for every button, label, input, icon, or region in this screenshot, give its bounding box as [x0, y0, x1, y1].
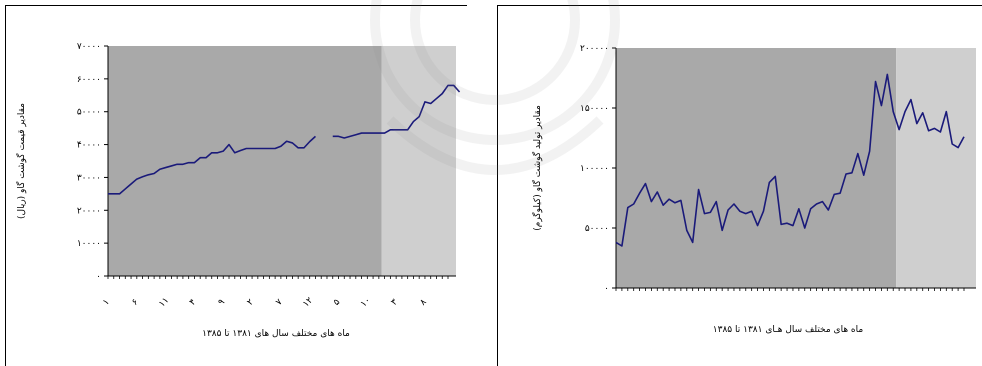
plot-shaded-region: [616, 48, 897, 288]
y-tick-label: ۱۵۰۰۰۰: [580, 104, 609, 114]
x-tick-label: ۷: [274, 297, 285, 308]
left-chart-panel: ۰ ۱۰۰۰۰ ۲۰۰۰۰ ۳۰۰۰۰ ۴۰۰۰۰ ۵۰۰۰۰ ۶۰۰۰۰ ۷۰۰۰۰ ۱ ۶ ۱۱…: [5, 5, 467, 366]
x-tick-label: ۴: [188, 297, 199, 308]
x-tick-label: ۳: [389, 297, 400, 308]
y-tick-label: ۰: [604, 284, 609, 294]
y-tick-label: ۵۰۰۰۰: [585, 224, 609, 234]
x-tick-label: ۶: [130, 297, 141, 308]
y-tick-label: ۳۰۰۰۰: [77, 173, 101, 183]
y-tick-label: ۶۰۰۰۰: [77, 75, 101, 85]
x-tick-label: ۲: [245, 297, 256, 308]
price-line-chart: ۰ ۱۰۰۰۰ ۲۰۰۰۰ ۳۰۰۰۰ ۴۰۰۰۰ ۵۰۰۰۰ ۶۰۰۰۰ ۷۰۰۰۰ ۱ ۶ ۱۱…: [15, 42, 461, 339]
plot-shaded-region: [108, 46, 382, 276]
plot-shaded-region: [896, 48, 976, 288]
x-axis-title: ماه های مختلف سال های ۱۳۸۱ تا ۱۳۸۵: [202, 329, 350, 339]
y-tick-label: ۰: [96, 272, 101, 282]
y-tick-label: ۱۰۰۰۰: [77, 239, 101, 249]
y-tick-label: ۱۰۰۰۰۰: [580, 164, 609, 174]
x-tick-label: ۹: [217, 297, 228, 308]
series-line-segment: [615, 73, 965, 247]
watermark-emblem: [370, 0, 620, 175]
y-axis-title: مقادیر تولید گوشت گاو (کیلوگرم): [531, 105, 543, 231]
production-line-chart: ۰ ۵۰۰۰۰ ۱۰۰۰۰۰ ۱۵۰۰۰۰ ۲۰۰۰۰۰ مقادیر تولید گوش…: [531, 44, 976, 335]
x-tick-label: ۸: [418, 297, 429, 308]
y-axis-title: مقادیر قیمت گوشت گاو (ریال): [15, 103, 27, 219]
x-tick-label: ۱۱: [157, 296, 171, 310]
series-line-segment: [108, 135, 316, 195]
plot-shaded-region: [381, 46, 456, 276]
y-tick-label: ۴۰۰۰۰: [77, 141, 101, 151]
series-line-segment: [332, 84, 461, 139]
y-tick-label: ۲۰۰۰۰۰: [580, 44, 609, 54]
x-axis-title: ماه های مختلف سال هـای ۱۳۸۱ تا ۱۳۸۵: [713, 325, 864, 335]
y-tick-label: ۷۰۰۰۰: [77, 42, 101, 52]
x-tick-label: ۵: [332, 297, 343, 308]
y-tick-label: ۵۰۰۰۰: [77, 108, 101, 118]
right-chart-panel: ۰ ۵۰۰۰۰ ۱۰۰۰۰۰ ۱۵۰۰۰۰ ۲۰۰۰۰۰ مقادیر تولید گوش…: [497, 5, 982, 366]
x-tick-label: ۱: [101, 297, 111, 307]
y-tick-label: ۲۰۰۰۰: [77, 206, 101, 216]
x-tick-label: ۱۲: [301, 296, 315, 310]
